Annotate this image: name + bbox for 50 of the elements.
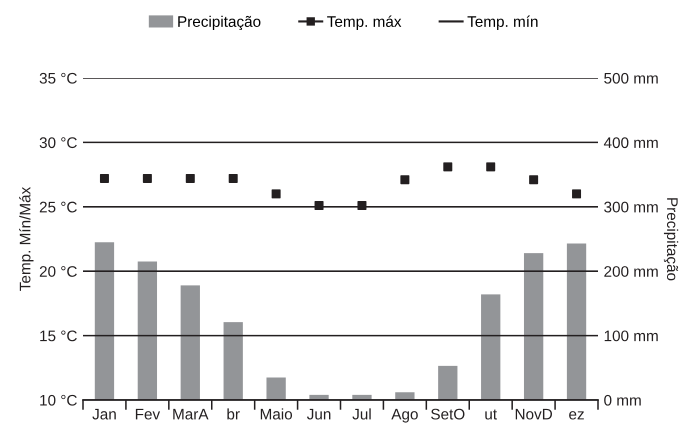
y2-tick-label: 500 mm [604, 72, 658, 84]
point [272, 189, 281, 198]
point [572, 189, 582, 198]
y2-tick-label: 100 mm [604, 330, 658, 342]
y2-tick-label: 300 mm [604, 202, 658, 212]
legend-label: Temp. máx [327, 16, 402, 30]
y2-axis-title: Precipitação [664, 198, 678, 280]
x-tick-label: ez [569, 411, 584, 420]
bar [481, 294, 500, 400]
point [400, 175, 410, 184]
y-tick-label: 25 °C [40, 202, 77, 212]
y-tick-label: 20 °C [40, 266, 77, 277]
bar [438, 366, 458, 400]
x-tick-label: Ago [391, 408, 418, 423]
bar [566, 244, 586, 400]
x-tick-label: Jun [306, 408, 330, 420]
bar [180, 285, 200, 400]
bar [524, 253, 544, 400]
y-tick-label: 30 °C [40, 137, 77, 148]
y2-tick-label: 400 mm [604, 137, 658, 148]
y-tick-label: 35 °C [40, 72, 77, 84]
x-tick-label: SetO [431, 408, 464, 420]
point [142, 174, 152, 183]
y2-tick-label: 0 mm [604, 394, 641, 406]
point [486, 162, 496, 172]
legend-label: Temp. mín [468, 16, 538, 30]
y-axis-title: Temp. Mín/Máx [19, 186, 34, 291]
point [529, 175, 538, 184]
y2-tick-label: 200 mm [604, 266, 658, 277]
x-tick-label: MarA [173, 408, 209, 420]
bar [266, 377, 286, 400]
x-tick-label: Maio [260, 408, 292, 420]
point [228, 174, 238, 183]
y-tick-label: 15 °C [40, 330, 77, 342]
bar [138, 262, 158, 400]
x-tick-label: Fev [136, 408, 160, 420]
x-tick-label: NovD [516, 408, 552, 420]
point [100, 174, 109, 183]
x-tick-label: Jul [352, 408, 371, 420]
legend-label: Precipitação [178, 16, 260, 30]
x-tick-label: Jan [92, 408, 116, 420]
point [357, 201, 366, 210]
point [443, 162, 452, 172]
bar [94, 242, 114, 400]
point [186, 174, 195, 183]
point [314, 201, 324, 210]
x-tick-label: ut [485, 410, 497, 420]
x-tick-label: br [227, 408, 240, 420]
bar [224, 322, 243, 400]
y-tick-label: 10 °C [40, 394, 77, 406]
